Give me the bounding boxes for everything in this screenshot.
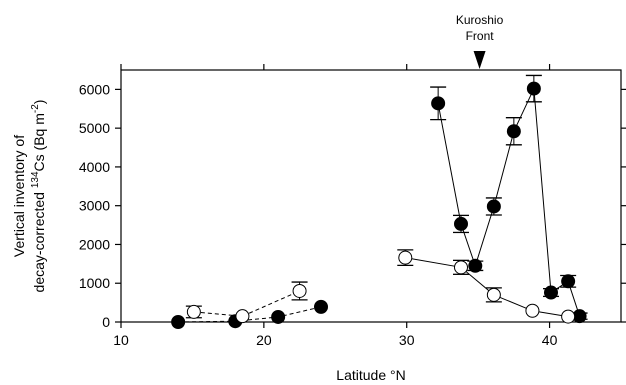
ylabel-text-a: decay-corrected	[31, 188, 47, 292]
x-tick-label: 20	[256, 332, 272, 348]
ylabel-superscript-isotope: 134	[30, 171, 41, 188]
filled-point-2	[486, 199, 501, 214]
filled-point-2	[431, 96, 446, 111]
filled-point-2	[454, 216, 468, 231]
filled-point-2	[526, 81, 541, 96]
filled-point-2	[506, 124, 521, 139]
open-point-1	[292, 283, 307, 298]
filled-point-2	[561, 274, 576, 289]
open-point-3	[454, 260, 468, 275]
kuroshio-label-line1: Kuroshio	[456, 13, 504, 27]
open-point-3	[525, 303, 540, 318]
tick-labels: 10 20 30 40 0 1000 2000 3000 4000 5000 6000	[79, 81, 558, 348]
y-axis-title: Vertical inventory of decay-corrected 13…	[11, 100, 47, 293]
data-points	[171, 81, 587, 329]
series-lines	[178, 86, 581, 323]
x-tick-label: 30	[399, 332, 415, 348]
y-tick-label: 6000	[79, 81, 110, 97]
y-axis-title-line1: Vertical inventory of	[11, 135, 27, 257]
axes-frame	[115, 64, 626, 328]
ylabel-text-b: Cs (Bq m	[31, 113, 47, 171]
open-point-1	[186, 304, 201, 319]
y-tick-label: 5000	[79, 120, 110, 136]
ylabel-superscript-exponent: -2	[30, 104, 41, 113]
y-tick-label: 1000	[79, 275, 110, 291]
filled-point-0	[171, 315, 186, 329]
open-point-3	[561, 309, 576, 324]
series-line-1	[193, 290, 300, 317]
filled-point-2	[544, 285, 558, 300]
y-axis-title-line2: decay-corrected 134Cs (Bq m-2)	[30, 100, 47, 293]
y-tick-label: 0	[102, 314, 110, 330]
y-tick-label: 4000	[79, 159, 110, 175]
y-tick-label: 3000	[79, 198, 110, 214]
x-tick-label: 10	[113, 332, 129, 348]
x-axis-title: Latitude °N	[336, 367, 405, 383]
x-tick-label: 40	[542, 332, 558, 348]
y-tick-label: 2000	[79, 236, 110, 252]
open-point-1	[235, 309, 250, 324]
plot-frame	[120, 69, 622, 323]
series-line-0	[178, 306, 322, 323]
ylabel-text-c: )	[31, 100, 47, 105]
kuroshio-front-arrow-icon	[473, 51, 486, 69]
filled-point-0	[314, 299, 328, 314]
error-bars	[185, 74, 588, 320]
series-line-3	[405, 257, 569, 318]
open-point-3	[398, 250, 413, 265]
kuroshio-label-line2: Front	[466, 29, 495, 43]
open-point-3	[486, 287, 501, 302]
series-line-2	[437, 86, 581, 317]
filled-point-0	[271, 309, 286, 324]
filled-point-2	[468, 258, 483, 273]
